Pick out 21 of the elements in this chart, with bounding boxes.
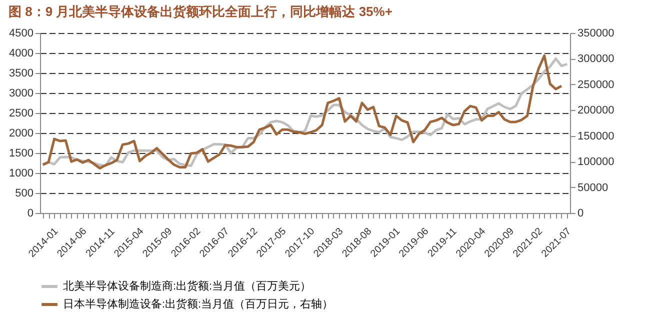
y-tick-label: 500 (15, 188, 34, 200)
y-tick-label: 2000 (9, 128, 34, 140)
legend-label: 日本半导体制造设备:出货额:当月值（百万日元，右轴） (63, 298, 334, 310)
y-tick-label: 4000 (9, 48, 34, 60)
y-tick-label: 1000 (9, 168, 34, 180)
y2-tick-label: 100000 (578, 156, 614, 168)
y2-tick-label: 200000 (578, 104, 614, 117)
y-tick-label: 4500 (9, 28, 34, 40)
legend-label: 北美半导体设备制造商:出货额:当月值（百万美元） (63, 280, 312, 292)
chart-title: 图 8：9 月北美半导体设备出货额环比全面上行，同比增幅达 35%+ (8, 4, 393, 19)
y-tick-label: 0 (27, 208, 34, 220)
y2-tick-label: 250000 (578, 78, 614, 91)
y2-tick-label: 150000 (578, 130, 614, 142)
y-tick-label: 2500 (9, 108, 34, 120)
y2-tick-label: 300000 (578, 53, 614, 66)
y2-tick-label: 0 (578, 208, 584, 220)
y2-tick-label: 50000 (578, 182, 608, 194)
y2-tick-label: 350000 (578, 28, 614, 40)
y-tick-label: 1500 (9, 148, 34, 160)
y-tick-label: 3000 (9, 88, 34, 100)
y-tick-label: 3500 (9, 68, 34, 80)
